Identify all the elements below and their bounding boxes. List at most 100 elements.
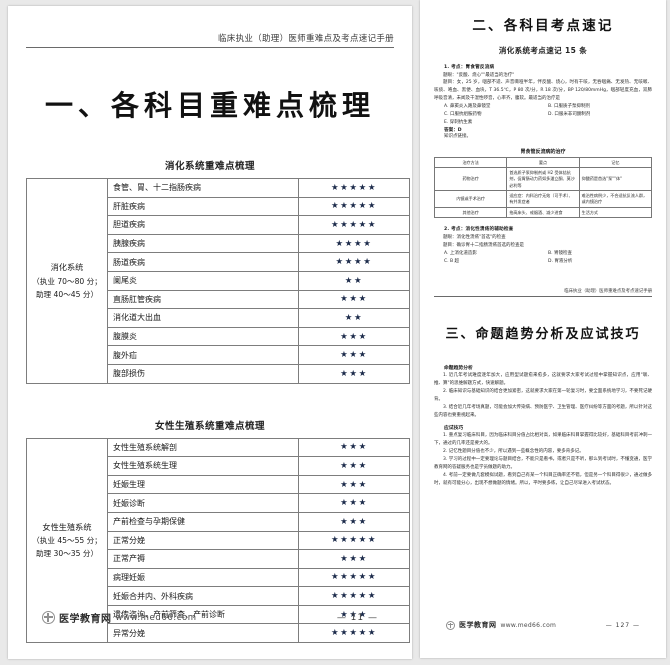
table-cell: 首选质子泵抑制剂或 H2 受体拮抗剂，促胃肠动力药如多潘立酮、莫沙必利等 [506, 167, 580, 192]
paragraph: 3. 学习的过程中一定要理论与题目结合，不能只是看书，或者只是不听，那么到考试时… [434, 456, 652, 470]
question-line: 题眼：消化性溃疡"首选"的检查 [443, 234, 506, 240]
table-row: 腹部损伤 ★★★ [27, 363, 410, 384]
question-line: 题目：确诊胃十二指肠溃疡首选的检查是 [443, 242, 524, 248]
table-cell-topic: 阑尾炎 [107, 270, 299, 291]
paragraph: 2. 记忆性题目分值也不少，所以遇到一些概念性的内容，要多背多记。 [443, 448, 584, 454]
column-header: 记忆 [578, 156, 653, 169]
paragraph: 4. 考前一定要做几套模拟试题，看到自己有某一个科目正确率还不错，但是另一个科目… [434, 472, 652, 486]
page-number: — 127 — [605, 621, 640, 629]
paragraph: 3. 结合近几年考场真题，可能会加大传染病、预防医学、卫生管理、医疗纠纷等方面的… [434, 404, 652, 418]
question-number: 2. 考点：消化性溃疡的辅助检查 [444, 227, 514, 233]
table-row: 胆道疾病 ★★★★★ [27, 215, 410, 235]
brand-name: 医学教育网 [459, 621, 497, 629]
question-block: 1. 考点：胃食管反流病 题眼："反酸、烧心""最适当的治疗" 题目：女，25 … [434, 64, 652, 141]
table-row: 正常产褥 ★★★ [27, 549, 410, 569]
question-line: 题目：女，25 岁，咽部不适、声音嘶哑半年，伴反酸、烧心，时有干咳，无吞咽痛、无… [434, 80, 652, 101]
question-line: 题眼："反酸、烧心""最适当的治疗" [443, 72, 515, 78]
table-cell-rating: ★★★★ [298, 252, 410, 272]
table-cell-rating: ★★★ [298, 345, 410, 365]
table-cell-topic: 妊娠合并内、外科疾病 [107, 586, 299, 606]
table-header-row: 治疗方法 要点 记忆 [433, 156, 653, 169]
table-caption: 消化系统重难点梳理 [164, 161, 255, 172]
table-cell-topic: 食管、胃、十二指肠疾病 [107, 178, 299, 198]
paragraph: 1. 近几年考试难度逐年加大，应用型试题愈来愈多，这就要求大家考试过程中掌握知识… [434, 372, 652, 386]
table-cell-topic: 病理妊娠 [107, 567, 299, 588]
table-row: 消化道大出血 ★★ [27, 308, 410, 328]
question-note: 知识点链接。 [444, 134, 471, 140]
table-cell-rating: ★★★★★ [298, 196, 410, 217]
globe-icon [42, 611, 55, 624]
brand-logo: 医学教育网 www.med66.com [446, 620, 556, 630]
page-footer: 医学教育网 www.med66.com — 11 — [8, 610, 412, 625]
table-cell-rating: ★★ [298, 270, 410, 291]
subsection-heading: 应试技巧 [444, 425, 464, 431]
table-cell-rating: ★★★ [298, 289, 410, 310]
option-b: B. 胃镜检查 [548, 251, 572, 257]
running-header: 临床执业（助理）医师重难点及考点速记手册 [26, 32, 394, 48]
table-row: 肝脏疾病 ★★★★★ [27, 196, 410, 217]
option-b: B. 口服质子泵抑制剂 [548, 104, 590, 110]
table-group-label: 女性生殖系统 （执业 45～55 分； 助理 30～35 分） [26, 437, 108, 644]
table-row: 异常分娩 ★★★★★ [27, 623, 410, 644]
table-cell-topic: 肝脏疾病 [107, 196, 299, 217]
page-footer: 医学教育网 www.med66.com — 127 — [420, 620, 666, 630]
digestive-system-table: 消化系统 （执业 70～80 分； 助理 40～45 分） 食管、胃、十二指肠疾… [26, 178, 410, 384]
brand-logo: 医学教育网 www.med66.com [42, 610, 197, 625]
question-options: A. 鼻窦炎入路及鼻镜堂 B. 口服质子泵抑制剂 C. 口服抗组胺药物 D. 口… [444, 103, 652, 126]
table-cell: 抬高床头、戒烟酒、减少进食 [506, 207, 580, 219]
option-c: C. B 超 [444, 259, 460, 265]
table-cell-topic: 产前检查与孕期保健 [107, 511, 299, 532]
table-cell-rating: ★★★ [298, 456, 410, 476]
table-cell-topic: 胆道疾病 [107, 215, 299, 235]
table-cell: 生活方式 [578, 207, 653, 219]
table-row: 阑尾炎 ★★ [27, 270, 410, 291]
page-title: 一、各科目重难点梳理 [44, 89, 375, 122]
table-cell-topic: 女性生殖系统解剖 [107, 437, 299, 458]
table-row: 妊娠诊断 ★★★ [27, 493, 410, 513]
table-cell-rating: ★★★ [298, 511, 410, 532]
table-cell-rating: ★★★★ [298, 233, 410, 254]
question-number: 1. 考点：胃食管反流病 [444, 65, 495, 70]
table-row: 内镜或手术治疗 适应症：内科治疗无效（可手术）、有并发症者 难治性病例少，不合适… [433, 190, 653, 209]
table-cell: 抑酸药是首选"泵""体" [578, 167, 653, 192]
table-row: 直肠肛管疾病 ★★★ [27, 289, 410, 310]
table-cell-rating: ★★ [298, 308, 410, 328]
globe-icon [446, 620, 455, 630]
table-cell-rating: ★★★ [298, 493, 410, 513]
option-a: A. 鼻窦炎入路及鼻镜堂 [444, 104, 491, 110]
question-options: A. 上消化道造影 B. 胃镜检查 C. B 超 D. 胃液分析 [444, 250, 652, 265]
table-cell-topic: 女性生殖系统生理 [107, 456, 299, 476]
table-cell-rating: ★★★★★ [298, 178, 410, 198]
table-cell-rating: ★★★ [298, 363, 410, 384]
table-row: 女性生殖系统生理 ★★★ [27, 456, 410, 476]
question-answer: 答案：D [444, 128, 462, 134]
table-cell-topic: 正常产褥 [107, 549, 299, 569]
option-a: A. 上消化道造影 [444, 251, 477, 257]
table-cell-rating: ★★★★★ [298, 586, 410, 606]
section-two-subtitle: 消化系统考点速记 15 条 [498, 46, 588, 55]
table-cell: 适应症：内科治疗无效（可手术）、有并发症者 [506, 190, 580, 209]
table-cell-topic: 肠道疾病 [107, 252, 299, 272]
table-cell-topic: 腹部损伤 [107, 363, 299, 384]
option-d: D. 口服米非司酮制剂 [548, 112, 591, 118]
table-row: 女性生殖系统 （执业 45～55 分； 助理 30～35 分） 女性生殖系统解剖… [26, 437, 410, 644]
table-cell: 药物治疗 [433, 167, 508, 192]
table-cell-topic: 腹外疝 [107, 345, 299, 365]
gerd-treatment-table: 治疗方法 要点 记忆 药物治疗 首选质子泵抑制剂或 H2 受体拮抗剂，促胃肠动力… [433, 156, 653, 219]
running-header: 临床执业（助理）医师重难点及考点速记手册 [434, 288, 652, 297]
table-cell-topic: 腹膜炎 [107, 326, 299, 347]
table-cell-topic: 妊娠诊断 [107, 493, 299, 513]
table-cell-rating: ★★★ [298, 474, 410, 495]
section-two-title: 二、各科目考点速记 [472, 18, 614, 34]
column-header: 治疗方法 [433, 156, 508, 169]
table-row: 肠道疾病 ★★★★ [27, 252, 410, 272]
table-cell-topic: 消化道大出血 [107, 308, 299, 328]
female-reproductive-system-table: 女性生殖系统 （执业 45～55 分； 助理 30～35 分） 女性生殖系统解剖… [26, 437, 410, 644]
page-number: — 11 — [336, 612, 378, 623]
table-cell-rating: ★★★★★ [298, 623, 410, 644]
table-cell: 难治性病例少，不合适抗反流人群，或内镜治疗 [578, 190, 653, 209]
option-c: C. 口服抗组胺药物 [444, 112, 482, 118]
table-row: 腹膜炎 ★★★ [27, 326, 410, 347]
table-cell-rating: ★★★★★ [298, 215, 410, 235]
